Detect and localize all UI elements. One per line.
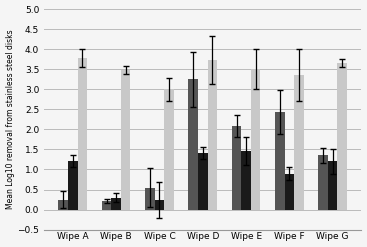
Y-axis label: Mean Log10 removal from stainless steel disks: Mean Log10 removal from stainless steel … (6, 30, 15, 209)
Bar (207, 60, 217, 210)
Bar (77, 58, 87, 210)
Bar (198, 153, 207, 210)
Bar (241, 151, 251, 210)
Bar (102, 201, 111, 210)
Bar (189, 79, 198, 210)
Bar (319, 155, 328, 210)
Bar (155, 200, 164, 210)
Bar (251, 69, 260, 210)
Bar (58, 200, 68, 210)
Bar (285, 173, 294, 210)
Bar (111, 198, 121, 210)
Bar (68, 161, 77, 210)
Bar (338, 63, 347, 210)
Bar (164, 89, 174, 210)
Bar (328, 162, 338, 210)
Bar (294, 75, 304, 210)
Bar (145, 187, 155, 210)
Bar (275, 112, 285, 210)
Bar (121, 70, 130, 210)
Bar (232, 126, 241, 210)
